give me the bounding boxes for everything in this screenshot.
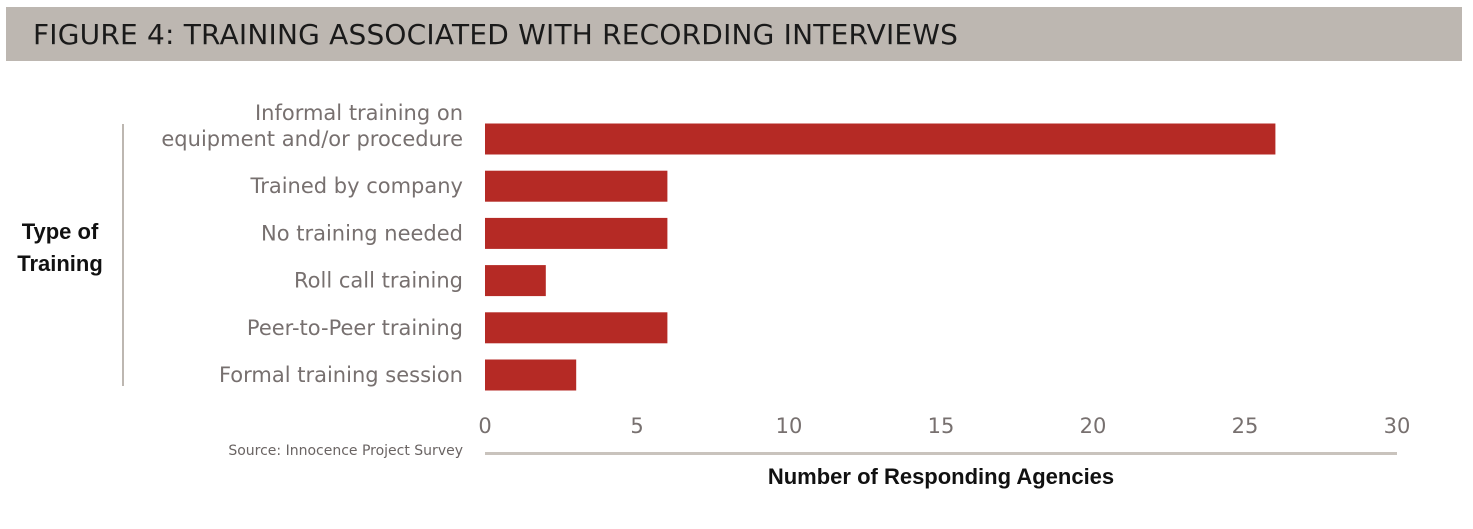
x-axis-rule xyxy=(485,452,1397,455)
category-label-2: No training needed xyxy=(261,221,463,245)
x-tick-label-0: 0 xyxy=(478,414,491,438)
category-label-3: Roll call training xyxy=(294,269,463,293)
bar-3 xyxy=(485,265,546,297)
y-axis-title-line-2: Training xyxy=(17,251,103,276)
title-banner: FIGURE 4: TRAINING ASSOCIATED WITH RECOR… xyxy=(6,7,1462,61)
x-tick-label-4: 20 xyxy=(1080,414,1107,438)
x-tick-label-3: 15 xyxy=(928,414,955,438)
y-axis-title: Type of Training xyxy=(0,216,120,280)
x-tick-label-5: 25 xyxy=(1232,414,1259,438)
x-tick-label-6: 30 xyxy=(1384,414,1411,438)
bar-4 xyxy=(485,312,668,344)
y-axis-title-line-1: Type of xyxy=(21,219,99,244)
chart-title: FIGURE 4: TRAINING ASSOCIATED WITH RECOR… xyxy=(33,18,959,51)
x-tick-label-2: 10 xyxy=(776,414,803,438)
category-label-4: Peer-to-Peer training xyxy=(247,316,463,340)
x-tick-labels-group: 0 5 10 15 20 25 30 xyxy=(478,414,1410,438)
bar-2 xyxy=(485,217,668,249)
bar-0 xyxy=(485,123,1276,155)
category-label-1: Trained by company xyxy=(249,174,463,198)
y-axis-rule xyxy=(122,124,124,386)
source-note: Source: Innocence Project Survey xyxy=(228,443,463,459)
bar-5 xyxy=(485,359,577,391)
bars-group xyxy=(485,123,1276,391)
x-axis-title: Number of Responding Agencies xyxy=(767,464,1115,489)
category-label-0-line-0: Informal training on xyxy=(255,101,463,125)
category-label-0-line-1: equipment and/or procedure xyxy=(161,127,463,151)
bar-1 xyxy=(485,170,668,202)
x-tick-label-1: 5 xyxy=(630,414,643,438)
category-label-5: Formal training session xyxy=(219,363,463,387)
